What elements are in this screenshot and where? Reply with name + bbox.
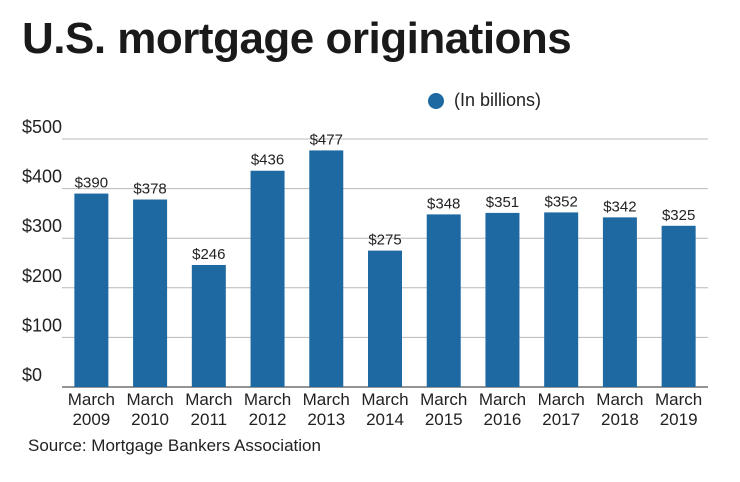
legend-swatch	[428, 92, 444, 109]
x-tick-label: March	[185, 390, 232, 409]
y-tick-label: $0	[22, 365, 42, 385]
bar	[74, 193, 109, 387]
bar	[309, 150, 344, 387]
bar	[485, 212, 520, 387]
x-tick-label: March	[244, 390, 291, 409]
x-tick-label: March	[655, 390, 702, 409]
x-tick-label: March	[361, 390, 408, 409]
x-tick-label: March	[68, 390, 115, 409]
data-label: $348	[427, 195, 460, 212]
data-label: $246	[192, 246, 225, 263]
data-label: $325	[662, 207, 695, 224]
x-tick-label: March	[479, 390, 526, 409]
x-tick-label: 2019	[660, 410, 698, 429]
data-label: $436	[251, 152, 284, 169]
chart-title: U.S. mortgage originations	[22, 14, 572, 63]
y-tick-label: $100	[22, 315, 62, 335]
bar	[368, 250, 402, 387]
data-label: $342	[603, 198, 636, 215]
data-label: $378	[133, 181, 166, 198]
bar	[544, 212, 579, 387]
x-tick-label: March	[420, 390, 467, 409]
x-tick-label: 2013	[307, 410, 345, 429]
data-label: $390	[75, 175, 108, 192]
x-tick-label: March	[303, 390, 350, 409]
y-tick-label: $400	[22, 167, 62, 187]
x-tick-label: 2009	[72, 410, 110, 429]
x-tick-label: March	[596, 390, 643, 409]
data-label: $477	[310, 131, 343, 148]
legend-label: (In billions)	[454, 90, 542, 110]
x-tick-label: 2016	[484, 410, 522, 429]
x-tick-label: March	[126, 390, 173, 409]
data-label: $352	[544, 193, 577, 210]
y-tick-label: $200	[22, 266, 62, 286]
data-label: $275	[368, 232, 401, 249]
bar	[426, 214, 461, 387]
bar	[661, 225, 696, 387]
x-tick-label: 2015	[425, 410, 463, 429]
x-tick-label: March	[538, 390, 585, 409]
x-tick-label: 2011	[191, 410, 228, 429]
chart-legend: (In billions)	[428, 90, 541, 111]
x-tick-label: 2017	[542, 410, 580, 429]
bar	[133, 199, 168, 387]
source-note: Source: Mortgage Bankers Association	[28, 436, 321, 455]
y-tick-label: $300	[22, 216, 62, 236]
bar	[602, 217, 637, 387]
data-label: $351	[486, 194, 519, 211]
x-tick-label: 2012	[249, 410, 287, 429]
x-tick-label: 2014	[366, 410, 404, 429]
y-tick-label: $500	[22, 117, 62, 137]
x-tick-label: 2010	[131, 410, 169, 429]
x-tick-label: 2018	[601, 410, 639, 429]
bar	[250, 170, 285, 387]
bar	[191, 264, 226, 387]
